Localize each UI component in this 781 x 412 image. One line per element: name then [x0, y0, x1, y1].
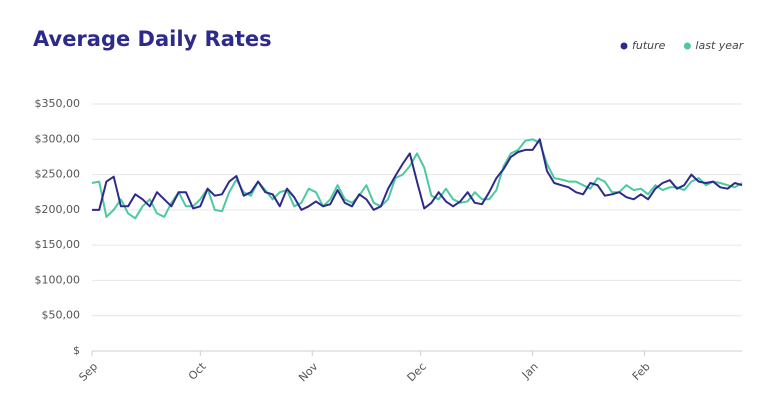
legend-label: last year — [695, 39, 744, 52]
x-tick-label: Oct — [186, 360, 209, 383]
y-tick-label: $300,00 — [35, 132, 81, 145]
y-tick-label: $150,00 — [35, 238, 81, 251]
series-line — [91, 138, 743, 220]
y-tick-label: $50,00 — [42, 309, 81, 322]
y-tick-label: $350,00 — [35, 97, 81, 110]
x-tick-label: Sep — [76, 360, 100, 384]
legend-marker — [620, 42, 628, 50]
y-tick-label: $250,00 — [35, 168, 81, 181]
x-tick-label: Nov — [296, 360, 321, 385]
legend-marker — [683, 42, 691, 50]
y-tick-label: $ — [73, 344, 80, 357]
legend-label: future — [632, 39, 666, 52]
x-tick-label: Feb — [630, 360, 653, 383]
x-tick-label: Dec — [405, 360, 429, 384]
y-tick-label: $100,00 — [35, 273, 81, 286]
x-tick-label: Jan — [519, 360, 541, 382]
chart-title: Average Daily Rates — [33, 27, 272, 51]
y-tick-label: $200,00 — [35, 203, 81, 216]
series-line — [92, 138, 743, 211]
